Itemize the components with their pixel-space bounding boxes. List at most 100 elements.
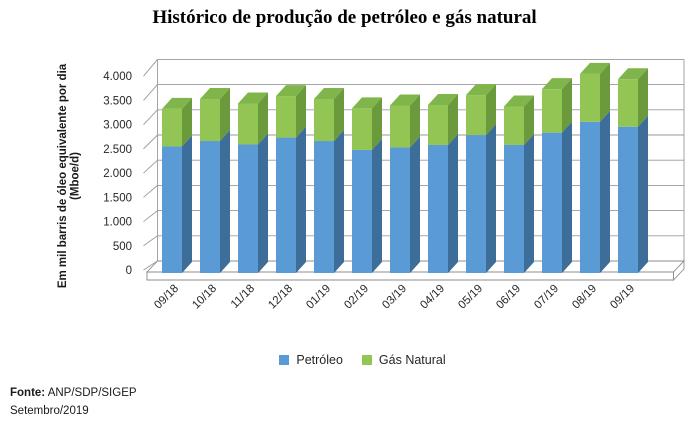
tick-connector xyxy=(143,134,158,150)
bar-gas-top-08/19 xyxy=(580,62,610,74)
bar-gas-top-06/19 xyxy=(504,95,534,107)
bar-gas-side-09/19 xyxy=(638,68,648,127)
bar-petroleo-side-09/19 xyxy=(638,115,648,273)
floor-front xyxy=(146,271,674,281)
bar-petroleo-side-08/19 xyxy=(600,110,610,274)
bar-gas-side-08/19 xyxy=(600,62,610,122)
bar-gas-10/18 xyxy=(200,99,220,142)
bar-gas-side-06/19 xyxy=(524,95,534,145)
bar-gas-top-01/19 xyxy=(314,88,344,100)
bar-gas-04/19 xyxy=(428,104,448,145)
bar-petroleo-side-11/18 xyxy=(258,133,268,273)
tick-connector xyxy=(143,210,158,222)
x-tick-label: 07/19 xyxy=(532,283,561,312)
bar-gas-06/19 xyxy=(504,106,524,145)
bar-petroleo-side-12/18 xyxy=(296,126,306,273)
legend-label: Gás Natural xyxy=(378,353,446,367)
bar-petroleo-side-03/19 xyxy=(410,136,420,273)
source-note: Fonte: ANP/SDP/SIGEP Setembro/2019 xyxy=(10,384,137,420)
tick-connector xyxy=(143,59,158,77)
x-tick-label: 12/18 xyxy=(266,283,295,312)
y-tick-label: 2.000 xyxy=(103,168,132,180)
x-tick-label: 09/19 xyxy=(608,283,637,312)
bar-petroleo-12/18 xyxy=(276,137,296,273)
legend-item-petróleo: Petróleo xyxy=(279,353,343,367)
bar-gas-side-02/19 xyxy=(372,97,382,150)
bar-gas-side-03/19 xyxy=(410,94,420,148)
bar-petroleo-04/19 xyxy=(428,144,448,273)
legend-swatch xyxy=(279,355,290,365)
tick-connector xyxy=(143,109,158,125)
y-axis-title-line1: Em mil barris de óleo equivalente por di… xyxy=(57,63,69,288)
legend-label: Petróleo xyxy=(296,353,343,367)
bar-gas-09/18 xyxy=(162,108,182,147)
bar-petroleo-07/19 xyxy=(542,132,562,273)
x-tick-label: 06/19 xyxy=(494,283,523,312)
chart-legend: Petróleo Gás Natural xyxy=(18,350,689,370)
bar-petroleo-01/19 xyxy=(314,141,334,273)
bar-petroleo-08/19 xyxy=(580,121,600,274)
bar-gas-top-02/19 xyxy=(352,97,382,109)
y-tick-label: 3.500 xyxy=(103,95,132,107)
bar-petroleo-side-04/19 xyxy=(448,133,458,273)
bar-gas-01/19 xyxy=(314,99,334,142)
bar-gas-side-05/19 xyxy=(486,84,496,136)
plot-3d: 0 500 1.000 1.500 2.000 2.500 3.000 3.500 4.000 0… xyxy=(103,58,686,312)
tick-connector xyxy=(143,185,158,198)
x-tick-label: 04/19 xyxy=(418,283,447,312)
source-value: ANP/SDP/SIGEP xyxy=(45,387,137,399)
x-tick-label: 01/19 xyxy=(304,283,333,312)
y-tick-label: 3.000 xyxy=(103,120,132,132)
y-tick-label: 500 xyxy=(113,241,132,253)
bar-petroleo-side-07/19 xyxy=(562,121,572,273)
floor-side xyxy=(673,259,685,282)
source-line: Fonte: ANP/SDP/SIGEP xyxy=(10,384,137,402)
bar-petroleo-03/19 xyxy=(390,147,410,273)
bar-petroleo-02/19 xyxy=(352,149,372,273)
bar-gas-side-09/18 xyxy=(182,97,192,147)
bar-gas-side-10/18 xyxy=(220,88,230,142)
source-label: Fonte: xyxy=(10,387,46,399)
x-tick-label: 10/18 xyxy=(190,283,219,312)
legend-swatch xyxy=(361,355,372,365)
bar-petroleo-side-10/18 xyxy=(220,130,230,273)
bar-gas-side-12/18 xyxy=(296,85,306,138)
bar-gas-side-11/18 xyxy=(258,92,268,145)
x-tick-label: 11/18 xyxy=(229,283,257,311)
bar-petroleo-06/19 xyxy=(504,144,524,273)
tick-connector xyxy=(143,84,158,101)
bar-gas-top-12/18 xyxy=(276,85,306,97)
bar-petroleo-side-09/18 xyxy=(182,135,192,273)
tick-connector xyxy=(143,260,158,271)
bar-petroleo-09/18 xyxy=(162,146,182,273)
bar-petroleo-side-06/19 xyxy=(524,133,534,273)
bar-gas-top-03/19 xyxy=(390,94,420,106)
y-tick-label: 2.500 xyxy=(103,144,132,156)
x-tick-label: 08/19 xyxy=(570,283,599,312)
date-line: Setembro/2019 xyxy=(10,405,89,417)
bar-gas-top-09/19 xyxy=(618,68,648,80)
chart-title: Histórico de produção de petróleo e gás … xyxy=(152,7,537,28)
bar-gas-side-04/19 xyxy=(448,93,458,145)
bar-gas-12/18 xyxy=(276,96,296,138)
chart-canvas: 0 500 1.000 1.500 2.000 2.500 3.000 3.500 4.000 0… xyxy=(57,58,686,312)
bar-petroleo-side-01/19 xyxy=(334,130,344,273)
bar-gas-top-11/18 xyxy=(238,92,268,104)
bar-petroleo-10/18 xyxy=(200,141,220,273)
x-tick-label: 03/19 xyxy=(380,283,409,312)
legend-item-gás-natural: Gás Natural xyxy=(361,353,446,367)
tick-connector xyxy=(143,159,158,174)
x-tick-label: 09/18 xyxy=(152,283,181,312)
y-tick-label: 4.000 xyxy=(103,71,132,83)
bar-gas-side-07/19 xyxy=(562,78,572,133)
y-tick-label: 1.000 xyxy=(103,217,132,229)
x-tick-label: 05/19 xyxy=(456,283,485,312)
bar-gas-03/19 xyxy=(390,105,410,148)
y-tick-label: 1.500 xyxy=(103,192,132,204)
bar-petroleo-side-02/19 xyxy=(372,138,382,273)
y-axis-title-line2: (Mboe/d) xyxy=(70,152,82,200)
bar-petroleo-side-05/19 xyxy=(486,124,496,273)
bar-gas-top-07/19 xyxy=(542,78,572,90)
bar-gas-07/19 xyxy=(542,89,562,133)
bar-gas-11/18 xyxy=(238,103,258,145)
